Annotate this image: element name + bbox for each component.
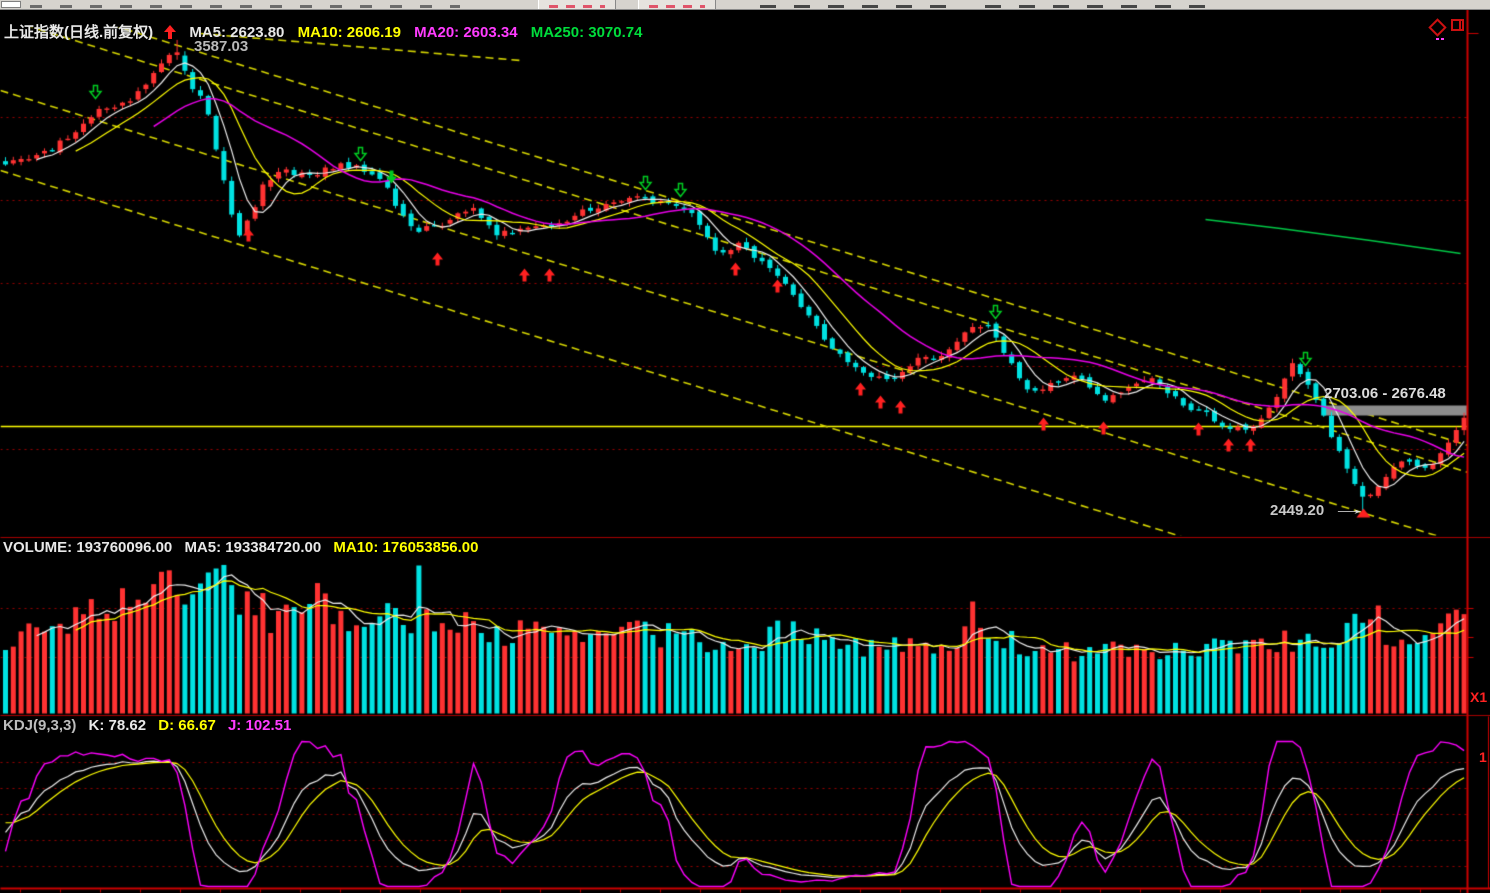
up-arrow-icon — [164, 25, 177, 43]
peak-price-label: 3587.03 — [194, 38, 249, 55]
ma250-value: MA250: 3070.74 — [530, 24, 643, 41]
menu-bar[interactable] — [0, 0, 1490, 10]
menu-quote-button-2[interactable] — [638, 0, 716, 9]
menu-input-box[interactable] — [1, 1, 21, 8]
menu-items-clipped[interactable] — [30, 5, 460, 8]
ma20-value: MA20: 2603.34 — [414, 24, 518, 41]
kdj-name[interactable]: KDJ(9,3,3) — [3, 717, 77, 734]
magenta-dot-marker — [1441, 38, 1444, 40]
menu-quote-button-1[interactable] — [538, 0, 616, 9]
menu-items-clipped[interactable] — [760, 5, 950, 8]
ma10-value: MA10: 2606.19 — [297, 24, 401, 41]
volume-ma5-value: MA5: 193384720.00 — [184, 539, 322, 556]
kdj-pane-header: KDJ(9,3,3) K: 78.62 D: 66.67 J: 102.51 — [3, 717, 299, 734]
main-chart-header: 上证指数(日线.前复权) MA5: 2623.80 MA10: 2606.19 … — [4, 21, 651, 43]
trough-arrow-glyph: → — [1330, 501, 1369, 518]
magenta-dot-marker — [1436, 38, 1439, 40]
ma5-value: MA5: 2623.80 — [189, 24, 285, 41]
menu-items-clipped[interactable] — [985, 5, 1220, 8]
red-text-fragment — [549, 5, 605, 8]
volume-value: VOLUME: 193760096.00 — [3, 539, 173, 556]
volume-scale-label: X1 — [1470, 689, 1488, 705]
split-window-icon[interactable] — [1451, 19, 1464, 31]
kdj-j-value: J: 102.51 — [227, 717, 292, 734]
gap-range-label: 2703.06 - 2676.48 — [1324, 385, 1446, 402]
index-title[interactable]: 上证指数(日线.前复权) — [4, 24, 154, 41]
volume-pane-header: VOLUME: 193760096.00 MA5: 193384720.00 M… — [3, 539, 486, 556]
trough-price-label: 2449.20 — [1270, 502, 1325, 519]
kdj-d-value: D: 66.67 — [158, 717, 216, 734]
kdj-k-value: K: 78.62 — [88, 717, 147, 734]
kdj-scale-label: 1 — [1479, 749, 1487, 765]
red-text-fragment — [649, 5, 705, 8]
window-split-line — [1459, 21, 1461, 29]
volume-ma10-value: MA10: 176053856.00 — [333, 539, 479, 556]
